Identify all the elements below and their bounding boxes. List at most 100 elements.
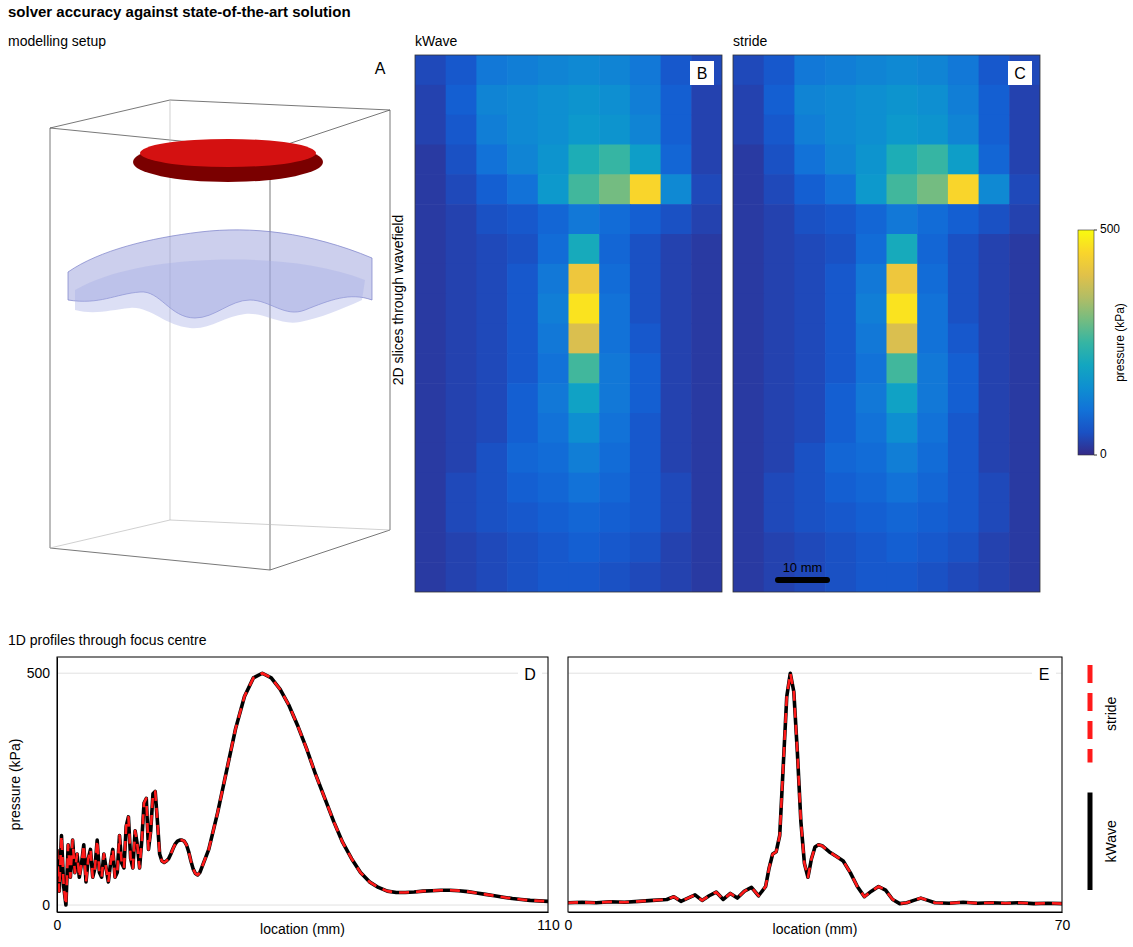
line-panel: 070location (mm)EkWavestride [565,657,1119,937]
heatmap-cell [856,353,887,383]
heatmap-cell [476,503,507,533]
heatmap-cell [476,562,507,592]
heatmap-cell [569,324,600,354]
heatmap-cell [691,55,722,85]
heatmap-cell [948,115,979,145]
heatmap-cell [764,383,795,413]
heatmap-cell [887,145,918,175]
heatmap-cell [661,353,692,383]
x-tick-label: 70 [1055,917,1071,933]
heatmap-cell [1009,294,1040,324]
x-tick-label: 0 [54,917,62,933]
series-line [568,673,1062,903]
y-axis-title: pressure (kPa) [7,739,23,831]
heatmap-cell [538,294,569,324]
heatmap-cell [691,204,722,234]
heatmap-cell [538,503,569,533]
panel-title: kWave [415,33,457,49]
heatmap-cell [538,473,569,503]
panel-label-box [368,56,392,80]
heatmap-cell [415,115,446,145]
heatmap-cell [661,145,692,175]
heatmap-cell [979,562,1010,592]
heatmap-cell [1009,383,1040,413]
heatmap-cell [825,353,856,383]
scale-bar-label: 10 mm [783,560,823,575]
heatmap-cell [691,174,722,204]
heatmap-cell [979,234,1010,264]
heatmap-cell [630,294,661,324]
heatmap-cell [794,443,825,473]
series-line [568,673,1062,903]
heatmap-cell [415,413,446,443]
heatmap-cell [1009,413,1040,443]
colorbar-tick-label: 500 [1100,222,1120,236]
colorbar-tick-label: 0 [1100,447,1107,461]
figure-title: solver accuracy against state-of-the-art… [8,3,351,20]
heatmap-cell [948,562,979,592]
heatmap-cell [1009,115,1040,145]
heatmap-cell [507,562,538,592]
heatmap-cell [538,145,569,175]
heatmap-cell [733,234,764,264]
x-axis-title: location (mm) [773,921,858,937]
heatmap-cell [661,324,692,354]
heatmap-cell [887,174,918,204]
heatmap-panel: kWaveB [415,33,723,593]
heatmap-cell [887,532,918,562]
heatmap-cell [856,174,887,204]
x-tick: 0 [565,912,573,933]
heatmap-cell [733,353,764,383]
heatmap-cell [415,204,446,234]
heatmap-cell [476,413,507,443]
heatmap-cell [446,383,477,413]
heatmap-cell [507,115,538,145]
heatmap-cell [794,294,825,324]
heatmap-cell [446,234,477,264]
heatmap-cell [764,264,795,294]
heatmap-cell [599,294,630,324]
heatmap-cell [507,413,538,443]
heatmap-cell [569,562,600,592]
heatmap-cell [948,294,979,324]
heatmap-cell [630,85,661,115]
heatmap-cell [733,264,764,294]
heatmap-cell [599,85,630,115]
heatmap-cell [917,204,948,234]
heatmap-cell [599,115,630,145]
heatmap-cell [569,264,600,294]
heatmap-cell [415,443,446,473]
legend-swatch [1088,793,1093,891]
heatmap-cell [1009,204,1040,234]
heatmap-cell [599,383,630,413]
heatmap-cell [415,234,446,264]
heatmap-cell [476,443,507,473]
heatmap-cell [569,383,600,413]
heatmap-cell [733,473,764,503]
legend-label: kWave [1103,820,1119,862]
heatmap-cell [825,264,856,294]
heatmap-cell [794,115,825,145]
heatmap-cell [476,294,507,324]
heatmap-cell [733,562,764,592]
heatmap-cell [764,324,795,354]
heatmap-cell [917,562,948,592]
grid-line [568,673,1062,674]
heatmap-cell [630,473,661,503]
heatmap-cell [630,383,661,413]
heatmap-cell [979,503,1010,533]
box-edge [170,100,390,110]
heatmap-cell [661,413,692,443]
heatmap-cell [507,204,538,234]
heatmap-cell [794,532,825,562]
heatmap-cell [476,145,507,175]
heatmap-cells [415,55,722,592]
heatmap-cell [569,413,600,443]
heatmap-cell [507,443,538,473]
heatmap-cell [979,294,1010,324]
heatmap-cell [887,115,918,145]
x-tick: 0 [54,912,62,933]
lines [57,673,548,905]
heatmap-cell [569,204,600,234]
heatmap-cell [917,383,948,413]
